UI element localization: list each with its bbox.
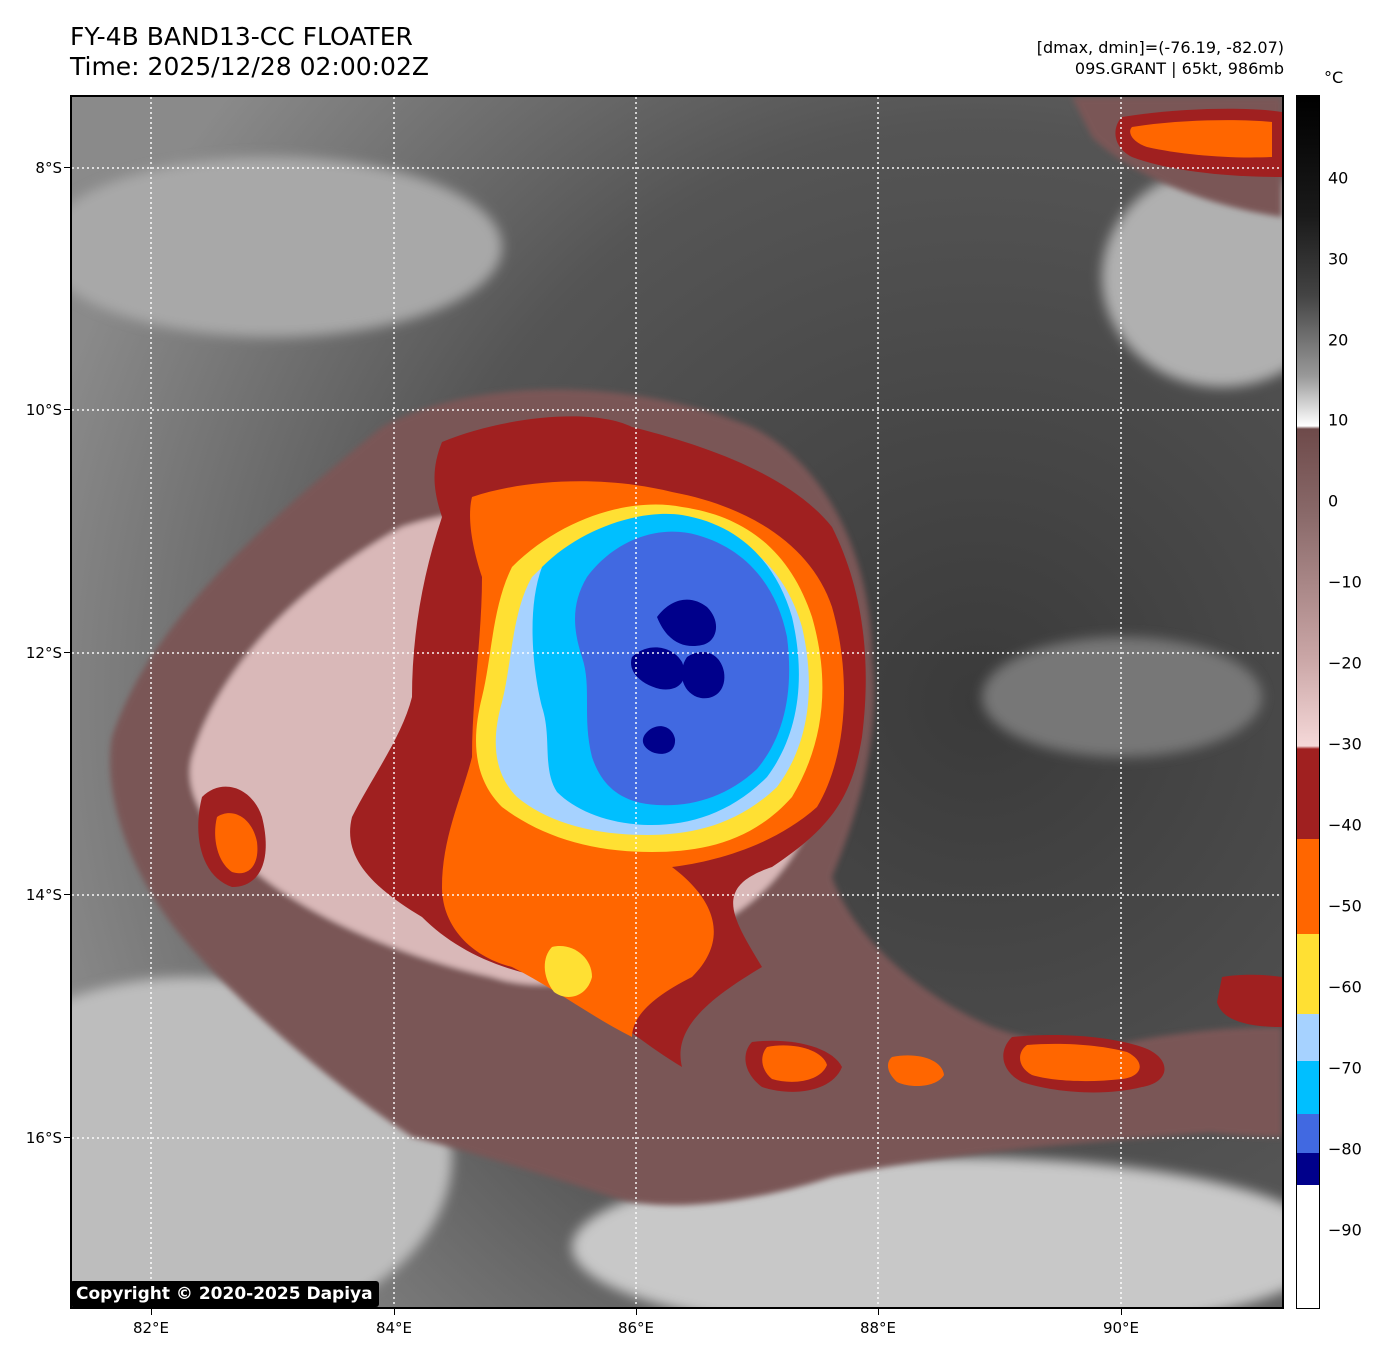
colorbar-label-minus90: −90 bbox=[1328, 1220, 1362, 1240]
lon-label-86e: 86°E bbox=[617, 1319, 655, 1337]
colorbar-label-minus80: −80 bbox=[1328, 1139, 1362, 1159]
chart-title: FY-4B BAND13-CC FLOATER Time: 2025/12/28… bbox=[70, 22, 429, 82]
lat-tick-8s bbox=[64, 167, 70, 168]
colorbar-label-minus50: −50 bbox=[1328, 896, 1362, 916]
lat-tick-10s bbox=[64, 409, 70, 410]
lat-label-12s: 12°S bbox=[25, 644, 62, 662]
lon-tick-90e bbox=[1121, 1309, 1122, 1315]
lat-label-16s: 16°S bbox=[25, 1129, 62, 1147]
storm-summary-text: 09S.GRANT | 65kt, 986mb bbox=[1074, 59, 1284, 78]
yellow-spot bbox=[544, 946, 592, 997]
colorbar-label-minus60: −60 bbox=[1328, 977, 1362, 997]
colorbar-label-20: 20 bbox=[1328, 330, 1349, 350]
copyright-badge: Copyright © 2020-2025 Dapiya bbox=[70, 1281, 379, 1307]
colorbar-label-minus20: −20 bbox=[1328, 653, 1362, 673]
colorbar-label-minus70: −70 bbox=[1328, 1058, 1362, 1078]
colorbar-unit: °C bbox=[1324, 68, 1344, 87]
lat-label-8s: 8°S bbox=[35, 159, 62, 177]
temperature-colorbar bbox=[1296, 95, 1320, 1309]
lat-tick-12s bbox=[64, 652, 70, 653]
dmax-dmin-text: [dmax, dmin]=(-76.19, -82.07) bbox=[1036, 38, 1284, 57]
colorbar-label-30: 30 bbox=[1328, 249, 1349, 269]
lat-tick-14s bbox=[64, 894, 70, 895]
colorbar-label-minus40: −40 bbox=[1328, 815, 1362, 835]
colorbar-label-minus10: −10 bbox=[1328, 572, 1362, 592]
coldest-cloud-tops bbox=[631, 599, 725, 754]
lat-label-14s: 14°S bbox=[25, 886, 62, 904]
lon-label-90e: 90°E bbox=[1102, 1319, 1140, 1337]
lat-lon-gridlines bbox=[72, 97, 1282, 1307]
satellite-imagery bbox=[72, 97, 1282, 1307]
lon-label-88e: 88°E bbox=[859, 1319, 897, 1337]
colorbar-label-0: 0 bbox=[1328, 491, 1339, 511]
lon-label-82e: 82°E bbox=[132, 1319, 170, 1337]
lon-tick-84e bbox=[394, 1309, 395, 1315]
storm-info-block: [dmax, dmin]=(-76.19, -82.07) 09S.GRANT … bbox=[1037, 37, 1284, 79]
colorbar-label-10: 10 bbox=[1328, 410, 1349, 430]
lon-tick-88e bbox=[878, 1309, 879, 1315]
lon-tick-82e bbox=[151, 1309, 152, 1315]
colorbar-label-minus30: −30 bbox=[1328, 734, 1362, 754]
lat-tick-16s bbox=[64, 1137, 70, 1138]
satellite-map[interactable] bbox=[70, 95, 1284, 1309]
title-time: Time: 2025/12/28 02:00:02Z bbox=[70, 52, 429, 81]
colorbar-label-40: 40 bbox=[1328, 168, 1349, 188]
lon-tick-86e bbox=[636, 1309, 637, 1315]
lat-label-10s: 10°S bbox=[25, 401, 62, 419]
title-product: FY-4B BAND13-CC FLOATER bbox=[70, 22, 413, 51]
lon-label-84e: 84°E bbox=[375, 1319, 413, 1337]
